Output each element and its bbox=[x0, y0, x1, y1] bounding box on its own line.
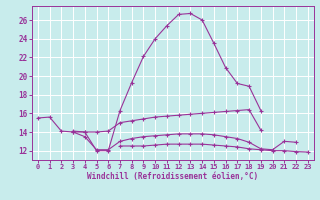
X-axis label: Windchill (Refroidissement éolien,°C): Windchill (Refroidissement éolien,°C) bbox=[87, 172, 258, 181]
